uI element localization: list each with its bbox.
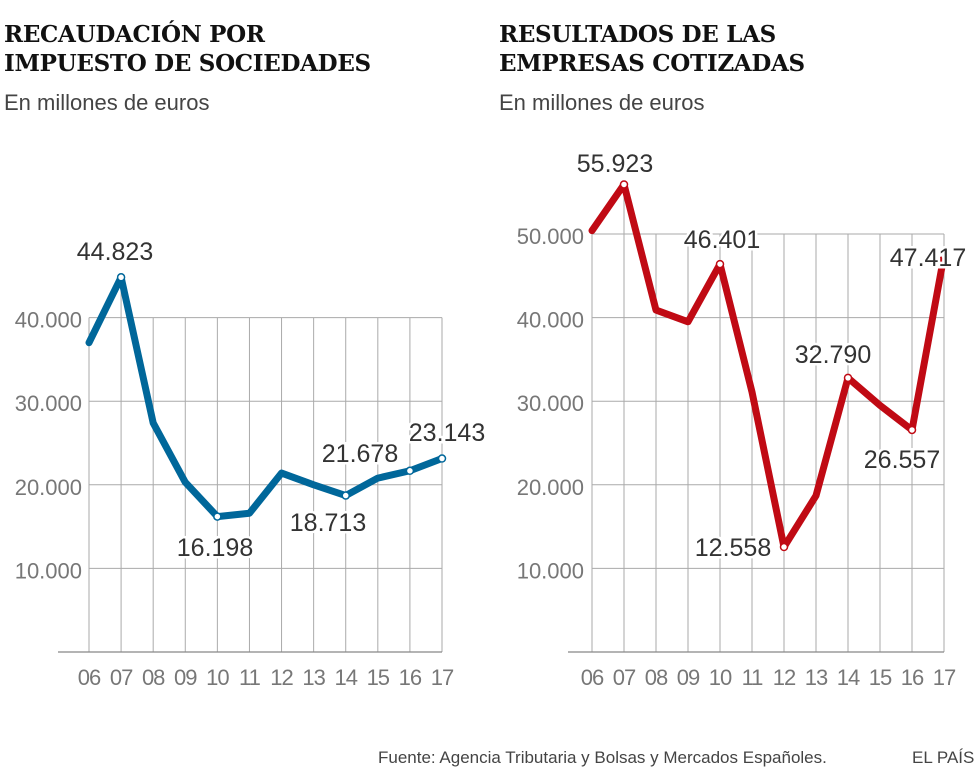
data-point-marker: [116, 273, 126, 282]
x-tick-label: 16: [399, 665, 422, 690]
y-tick-label: 20.000: [517, 475, 584, 500]
chart-subtitle-left: En millones de euros: [4, 90, 210, 115]
data-label: 32.790: [795, 341, 871, 369]
data-point-marker: [405, 466, 415, 476]
x-tick-label: 11: [742, 665, 764, 690]
series-line: [588, 180, 948, 551]
y-tick-label: 50.000: [517, 224, 584, 249]
data-label: 23.143: [409, 419, 485, 447]
y-tick-label: 30.000: [15, 391, 82, 416]
data-label: 46.401: [684, 226, 760, 254]
data-label: 44.823: [77, 238, 153, 266]
chart-title-left: RECAUDACIÓN POR IMPUESTO DE SOCIEDADES: [4, 21, 371, 77]
data-point-marker: [341, 491, 350, 500]
data-point-marker: [213, 512, 222, 521]
y-tick-label: 30.000: [517, 391, 584, 416]
data-point-marker: [619, 180, 629, 189]
chart-title-right: RESULTADOS DE LAS EMPRESAS COTIZADAS: [499, 21, 805, 77]
x-tick-label: 14: [837, 665, 860, 690]
data-label: 16.198: [177, 534, 253, 562]
data-label: 47.417: [890, 244, 966, 272]
x-tick-label: 08: [645, 665, 668, 690]
x-tick-label: 15: [869, 665, 892, 690]
y-tick-label: 20.000: [15, 475, 82, 500]
x-tick-label: 13: [805, 665, 828, 690]
data-label: 21.678: [322, 440, 398, 468]
data-label: 12.558: [695, 534, 771, 562]
data-label: 18.713: [290, 509, 366, 537]
x-tick-label: 17: [431, 665, 454, 690]
x-tick-label: 08: [142, 665, 165, 690]
y-tick-label: 10.000: [517, 558, 584, 583]
x-tick-label: 09: [174, 665, 197, 690]
x-tick-label: 16: [901, 665, 924, 690]
x-tick-label: 13: [302, 665, 325, 690]
x-tick-label: 07: [110, 665, 133, 690]
x-tick-label: 12: [270, 665, 293, 690]
x-tick-label: 07: [613, 665, 636, 690]
data-point-marker: [907, 425, 917, 435]
y-tick-label: 40.000: [517, 308, 584, 333]
x-tick-label: 12: [773, 665, 796, 690]
x-tick-label: 10: [709, 665, 732, 690]
y-tick-label: 10.000: [15, 558, 82, 583]
data-label: 26.557: [864, 446, 940, 474]
x-tick-label: 09: [677, 665, 700, 690]
line-chart-1: 10.000 20.000 30.000 40.000 50.000 06 07 08 09 10…: [517, 148, 969, 691]
x-tick-label: 11: [239, 665, 261, 690]
x-tick-label: 17: [933, 665, 956, 690]
data-point-marker: [843, 373, 853, 383]
series-line: [85, 273, 446, 521]
brand-logo: EL PAÍS: [912, 748, 975, 767]
x-tick-label: 14: [334, 665, 357, 690]
y-tick-label: 40.000: [15, 308, 82, 333]
x-tick-label: 15: [367, 665, 390, 690]
data-label: 55.923: [577, 150, 653, 178]
line-chart-0: 10.000 20.000 30.000 40.000 06 07 08 09 10 11 12 13…: [15, 236, 488, 691]
x-tick-label: 10: [206, 665, 229, 690]
data-point-marker: [437, 454, 447, 463]
data-point-marker: [779, 542, 789, 552]
data-point-marker: [715, 259, 725, 269]
x-tick-label: 06: [581, 665, 604, 690]
x-tick-label: 06: [78, 665, 101, 690]
chart-subtitle-right: En millones de euros: [499, 90, 705, 115]
data-point-marker: [939, 251, 949, 260]
source-note: Fuente: Agencia Tributaria y Bolsas y Me…: [378, 748, 827, 767]
